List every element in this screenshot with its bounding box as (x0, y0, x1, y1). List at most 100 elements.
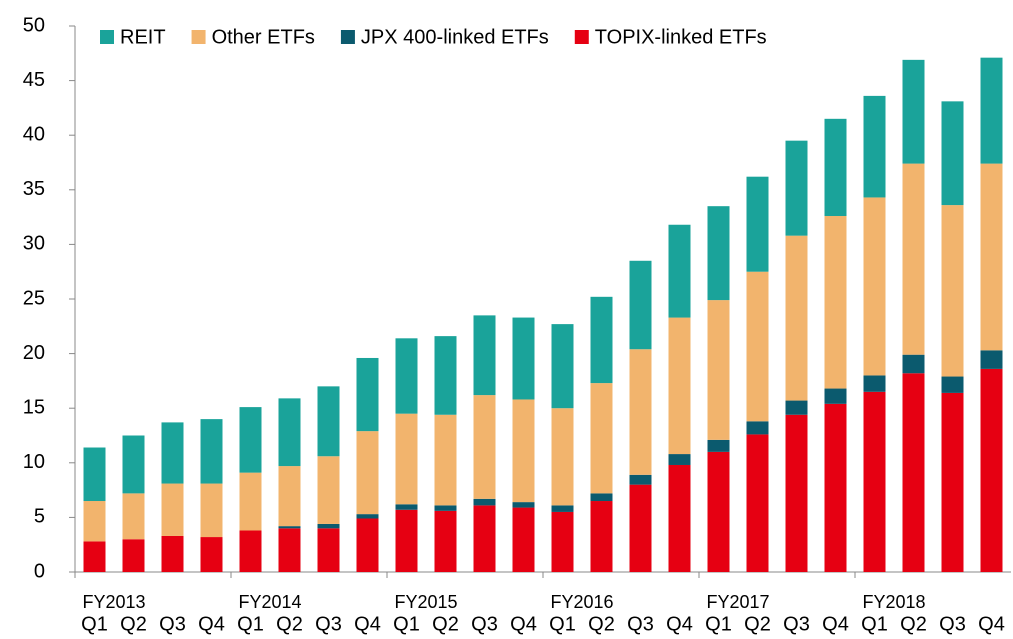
bar-segment (785, 235, 808, 401)
bar-segment (551, 408, 574, 506)
bar-segment (122, 539, 145, 572)
bar-segment (356, 518, 379, 572)
bar-segment (707, 206, 730, 301)
x-tick-label: Q4 (666, 613, 693, 635)
bar-segment (356, 514, 379, 519)
bar-segment (785, 414, 808, 572)
x-tick-label: Q3 (315, 613, 342, 635)
bar-segment (161, 422, 184, 484)
bar-segment (83, 501, 106, 542)
bar-segment (668, 317, 691, 455)
bar-segment (200, 537, 223, 572)
y-tick-label: 30 (23, 233, 45, 255)
bar-segment (590, 493, 613, 502)
bar-segment (356, 357, 379, 432)
bar-segment (590, 383, 613, 494)
x-tick-label: Q3 (627, 613, 654, 635)
x-tick-label: Q4 (198, 613, 225, 635)
bar-segment (317, 456, 340, 524)
x-tick-label: Q3 (471, 613, 498, 635)
bar-segment (278, 526, 301, 529)
y-tick-label: 45 (23, 69, 45, 91)
bar-segment (707, 451, 730, 572)
legend-swatch (574, 30, 589, 44)
x-tick-label: Q3 (783, 613, 810, 635)
bar-segment (668, 224, 691, 318)
y-tick-label: 50 (23, 14, 45, 36)
bar-segment (395, 509, 418, 572)
bar-segment (629, 484, 652, 572)
bar-segment (551, 324, 574, 409)
bar-segment (863, 95, 886, 198)
bar-segment (980, 368, 1003, 572)
bar-segment (824, 216, 847, 389)
bar-segment (395, 413, 418, 505)
bar-segment (434, 414, 457, 506)
x-tick-label: Q1 (549, 613, 576, 635)
legend-swatch (340, 30, 355, 44)
y-tick-label: 40 (23, 123, 45, 145)
bar-segment (239, 472, 262, 531)
bar-segment (239, 407, 262, 473)
bar-segment (434, 505, 457, 511)
bar-segment (473, 315, 496, 396)
y-tick-label: 35 (23, 178, 45, 200)
bar-segment (668, 454, 691, 465)
bar-segment (668, 464, 691, 572)
y-tick-label: 15 (23, 396, 45, 418)
x-tick-label: Q2 (120, 613, 147, 635)
x-tick-label: Q2 (744, 613, 771, 635)
bar-segment (512, 317, 535, 400)
bar-segment (824, 388, 847, 404)
bar-segment (785, 400, 808, 415)
bar-segment (707, 439, 730, 452)
bar-segment (278, 466, 301, 527)
x-tick-label: Q4 (978, 613, 1005, 635)
bar-segment (512, 507, 535, 572)
y-tick-label: 10 (23, 451, 45, 473)
bar-segment (863, 197, 886, 376)
bar-segment (512, 502, 535, 508)
bar-segment (83, 541, 106, 572)
bar-segment (356, 431, 379, 515)
bar-segment (590, 501, 613, 572)
bar-segment (746, 421, 769, 435)
y-tick-label: 20 (23, 342, 45, 364)
group-label: FY2017 (706, 592, 769, 612)
group-label: FY2016 (550, 592, 613, 612)
x-tick-label: Q1 (393, 613, 420, 635)
bar-segment (980, 350, 1003, 369)
bar-segment (941, 101, 964, 206)
bar-segment (239, 530, 262, 572)
x-tick-label: Q1 (237, 613, 264, 635)
bar-segment (629, 474, 652, 485)
bar-segment (746, 176, 769, 272)
bar-segment (824, 403, 847, 572)
bar-segment (473, 395, 496, 499)
bar-segment (200, 483, 223, 538)
x-tick-label: Q4 (510, 613, 537, 635)
group-label: FY2018 (862, 592, 925, 612)
bar-segment (317, 386, 340, 457)
bar-segment (902, 163, 925, 355)
x-tick-label: Q3 (159, 613, 186, 635)
bar-segment (473, 498, 496, 506)
bar-segment (395, 504, 418, 510)
bar-segment (824, 118, 847, 217)
bar-segment (317, 528, 340, 572)
bar-segment (278, 528, 301, 572)
bar-segment (395, 338, 418, 414)
bar-segment (746, 434, 769, 572)
bar-segment (863, 375, 886, 392)
legend-swatch (100, 30, 114, 44)
legend-label: REIT (120, 26, 166, 48)
bar-segment (434, 510, 457, 572)
bar-segment (863, 391, 886, 572)
bar-segment (551, 505, 574, 512)
y-tick-label: 5 (34, 506, 45, 528)
group-label: FY2015 (394, 592, 457, 612)
bar-segment (278, 398, 301, 467)
bar-segment (629, 260, 652, 350)
legend-label: JPX 400-linked ETFs (361, 26, 549, 48)
